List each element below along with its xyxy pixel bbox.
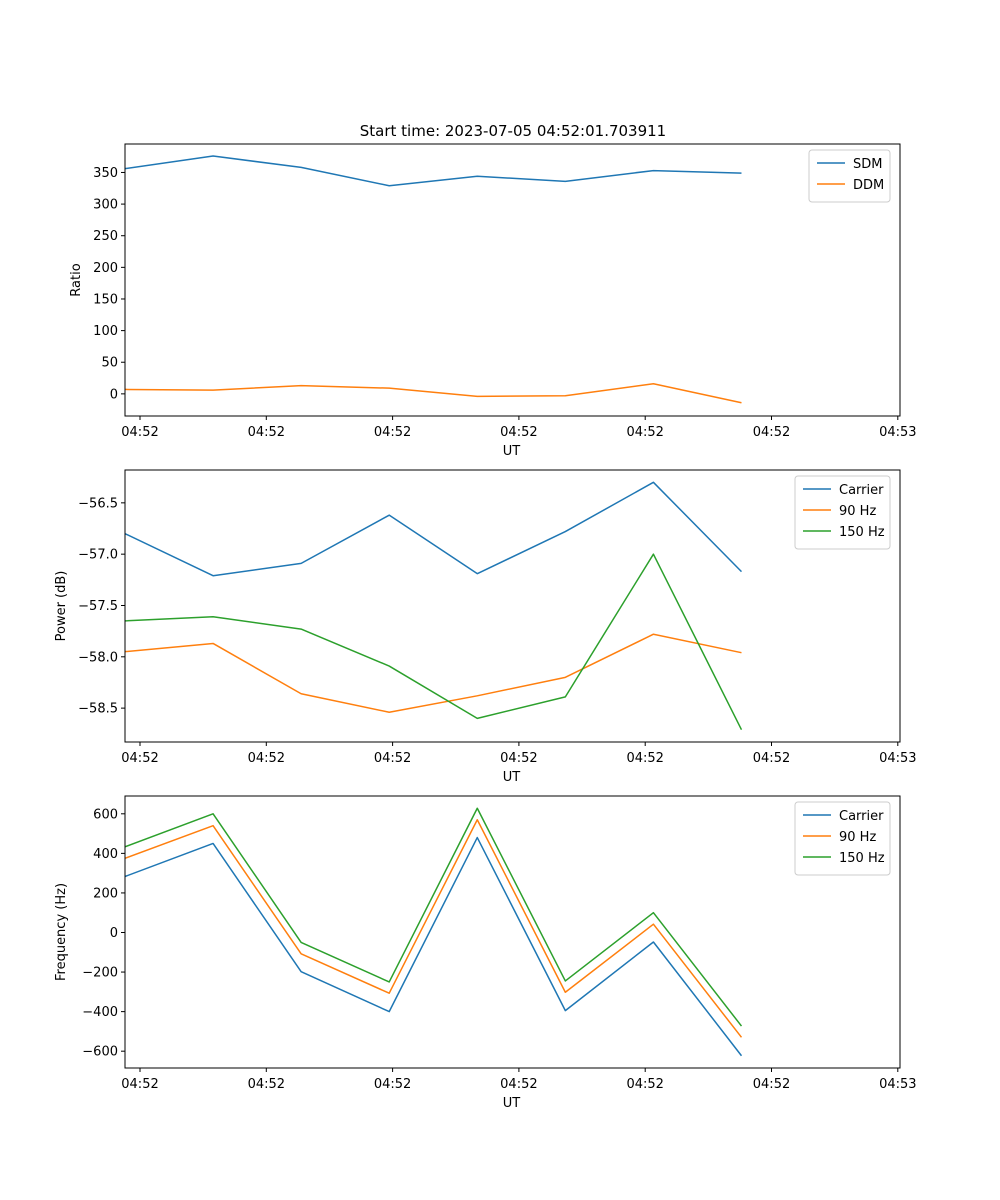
y-tick-label: 400 xyxy=(93,847,118,862)
figure-title: Start time: 2023-07-05 04:52:01.703911 xyxy=(360,122,666,140)
y-tick-label: −58.0 xyxy=(78,650,118,665)
y-tick-label: 600 xyxy=(93,807,118,822)
y-tick-label: −57.5 xyxy=(78,599,118,614)
x-tick-label: 04:53 xyxy=(879,1077,916,1092)
y-tick-label: 0 xyxy=(110,926,118,941)
y-tick-label: 100 xyxy=(93,324,118,339)
series-line-sdm xyxy=(124,155,742,187)
series-line-150-hz xyxy=(124,553,743,731)
legend: Carrier 90 Hz 150 Hz xyxy=(794,801,891,876)
series-line-carrier xyxy=(124,836,743,1057)
x-axis-label: UT xyxy=(503,444,521,459)
y-tick-label: 200 xyxy=(93,886,118,901)
y-tick-label: 300 xyxy=(93,198,118,213)
x-tick-label: 04:52 xyxy=(248,1077,285,1092)
y-tick-label: 50 xyxy=(101,356,118,371)
y-tick-label: 250 xyxy=(93,229,118,244)
y-tick-label: −58.5 xyxy=(78,702,118,717)
legend: Carrier 90 Hz 150 Hz xyxy=(794,475,891,550)
series-line-150-hz xyxy=(124,807,743,1027)
x-tick-label: 04:52 xyxy=(753,1077,790,1092)
x-tick-label: 04:52 xyxy=(121,425,158,440)
legend-label: 150 Hz xyxy=(839,525,885,540)
chart-panel-1: 0 50 100 150 200 250 300 350 04:52 04:52 04:52 04:5… xyxy=(69,143,917,459)
chart-panel-3: −600 −400 −200 0 200 400 600 04:52 04:52 04:52 04:… xyxy=(54,795,917,1111)
legend-label: SDM xyxy=(853,157,882,172)
chart-panel-2: −58.5 −58.0 −57.5 −57.0 −56.5 04:52 04:52 04:52… xyxy=(54,469,917,785)
y-axis-label: Ratio xyxy=(69,263,84,296)
series-line-carrier xyxy=(124,481,743,577)
x-tick-label: 04:53 xyxy=(879,751,916,766)
legend-label: DDM xyxy=(853,178,884,193)
x-axis-label: UT xyxy=(503,770,521,785)
x-tick-label: 04:52 xyxy=(121,751,158,766)
legend-label: Carrier xyxy=(839,483,884,498)
x-tick-label: 04:52 xyxy=(626,425,663,440)
x-tick-label: 04:52 xyxy=(626,1077,663,1092)
series-line-90-hz xyxy=(124,633,742,713)
y-tick-label: −57.0 xyxy=(78,548,118,563)
y-axis-label: Power (dB) xyxy=(54,571,69,642)
y-tick-label: −200 xyxy=(82,966,118,981)
x-tick-label: 04:52 xyxy=(121,1077,158,1092)
x-tick-label: 04:52 xyxy=(374,425,411,440)
x-tick-label: 04:52 xyxy=(626,751,663,766)
y-axis-label: Frequency (Hz) xyxy=(54,883,69,981)
x-tick-label: 04:53 xyxy=(879,425,916,440)
legend-label: 150 Hz xyxy=(839,851,885,866)
x-tick-label: 04:52 xyxy=(248,751,285,766)
legend-label: 90 Hz xyxy=(839,830,876,845)
y-tick-label: 150 xyxy=(93,292,118,307)
x-tick-label: 04:52 xyxy=(248,425,285,440)
x-tick-label: 04:52 xyxy=(753,425,790,440)
axes-frame xyxy=(124,469,901,743)
axes-frame xyxy=(124,143,901,417)
x-tick-label: 04:52 xyxy=(374,751,411,766)
x-tick-label: 04:52 xyxy=(500,425,537,440)
y-tick-label: −600 xyxy=(82,1045,118,1060)
x-tick-label: 04:52 xyxy=(500,1077,537,1092)
x-tick-label: 04:52 xyxy=(374,1077,411,1092)
legend-label: Carrier xyxy=(839,809,884,824)
x-tick-label: 04:52 xyxy=(500,751,537,766)
y-tick-label: 200 xyxy=(93,261,118,276)
x-tick-label: 04:52 xyxy=(753,751,790,766)
y-tick-label: 350 xyxy=(93,166,118,181)
y-tick-label: −56.5 xyxy=(78,496,118,511)
x-axis-label: UT xyxy=(503,1096,521,1111)
y-tick-label: 0 xyxy=(110,387,118,402)
legend: SDM DDM xyxy=(808,149,891,203)
plots: 0 50 100 150 200 250 300 350 04:52 04:52 04:52 04:5… xyxy=(54,143,917,1111)
legend-label: 90 Hz xyxy=(839,504,876,519)
series-line-ddm xyxy=(124,382,742,404)
series-line-90-hz xyxy=(124,818,743,1038)
y-tick-label: −400 xyxy=(82,1005,118,1020)
